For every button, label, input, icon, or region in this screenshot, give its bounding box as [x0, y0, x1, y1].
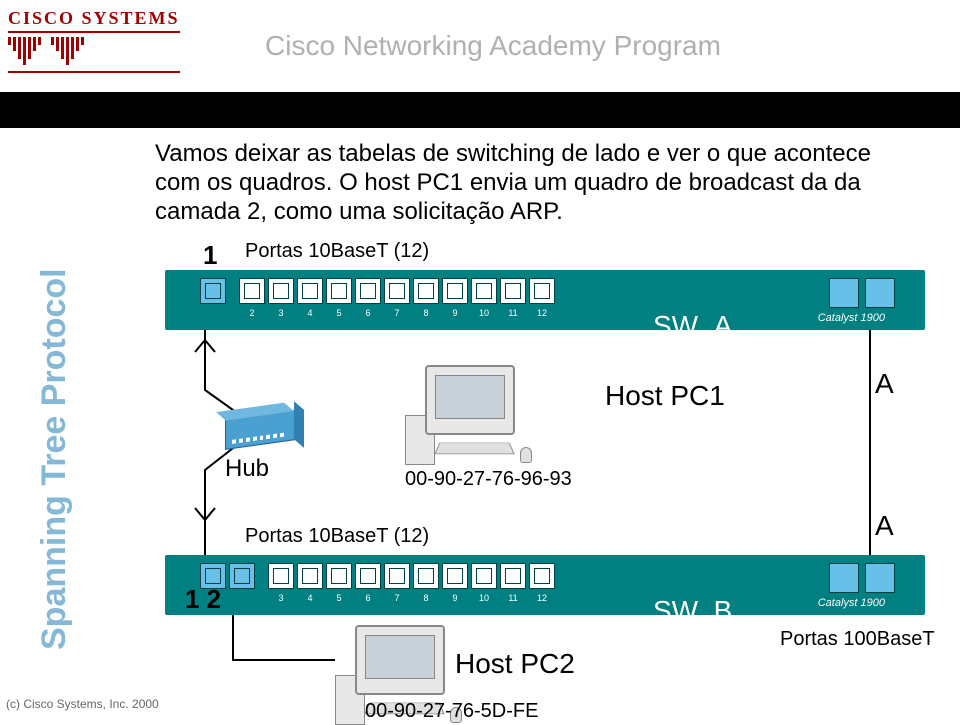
page-title: Cisco Networking Academy Program: [265, 30, 721, 62]
swb-port: [471, 563, 497, 589]
swa-uplink-a: [829, 278, 859, 308]
pc1-icon: [425, 365, 515, 435]
top-port-label: Portas 10BaseT (12): [245, 240, 429, 263]
hub-label: Hub: [225, 455, 269, 483]
a-label-bottom: A: [875, 510, 894, 542]
swb-port: [355, 563, 381, 589]
header: CISCO SYSTEMS Cisco Networking Academy P…: [0, 0, 960, 100]
swb-port: [529, 563, 555, 589]
black-bar: [0, 92, 960, 128]
swb-uplink-b: [865, 563, 895, 593]
swb-port: [500, 563, 526, 589]
swa-uplink-b: [865, 278, 895, 308]
logo-text: CISCO SYSTEMS: [8, 8, 180, 29]
port-num-12: 1 2: [185, 584, 221, 615]
port-num-1: 1: [203, 240, 217, 271]
host-pc2-label: Host PC2: [455, 648, 575, 680]
cisco-logo: CISCO SYSTEMS: [8, 8, 180, 75]
swa-model: Catalyst 1900: [818, 312, 885, 324]
swa-port: [239, 278, 265, 304]
swa-port: [355, 278, 381, 304]
sw-a-label: SW_A: [653, 310, 732, 342]
pc2-mac: 00-90-27-76-5D-FE: [365, 700, 538, 723]
swa-port: [326, 278, 352, 304]
swa-port: [529, 278, 555, 304]
swb-port: [297, 563, 323, 589]
swa-port: [471, 278, 497, 304]
sidebar-title: Spanning Tree Protocol: [35, 268, 74, 650]
switch-a: 2 3 4 5 6 7 8 9 10 11 12 Catalyst 1900: [165, 270, 925, 330]
swb-port: [384, 563, 410, 589]
mid-port-label: Portas 10BaseT (12): [245, 525, 429, 548]
swb-port: [442, 563, 468, 589]
swa-port: [268, 278, 294, 304]
hub-icon: [225, 415, 295, 445]
swb-port: [326, 563, 352, 589]
swb-port-2: [229, 563, 255, 589]
a-label-top: A: [875, 368, 894, 400]
portas-100-label: Portas 100BaseT: [780, 628, 935, 651]
host-pc1-label: Host PC1: [605, 380, 725, 412]
switch-b: 3 4 5 6 7 8 9 10 11 12 Catalyst 1900: [165, 555, 925, 615]
body-text: Vamos deixar as tabelas de switching de …: [155, 140, 915, 226]
network-diagram: 1 Portas 10BaseT (12) 2 3 4 5 6 7 8 9: [155, 240, 935, 700]
swb-port: [268, 563, 294, 589]
swa-port: [413, 278, 439, 304]
sw-b-label: SW_B: [653, 595, 732, 627]
swa-port: [500, 278, 526, 304]
swa-port: [297, 278, 323, 304]
pc1-mac: 00-90-27-76-96-93: [405, 468, 572, 491]
swa-port-1: [200, 278, 226, 304]
swb-model: Catalyst 1900: [818, 597, 885, 609]
copyright: (c) Cisco Systems, Inc. 2000: [6, 697, 159, 711]
swb-uplink-a: [829, 563, 859, 593]
pc2-icon: [355, 625, 445, 695]
swa-port: [442, 278, 468, 304]
swb-port: [413, 563, 439, 589]
swa-port: [384, 278, 410, 304]
